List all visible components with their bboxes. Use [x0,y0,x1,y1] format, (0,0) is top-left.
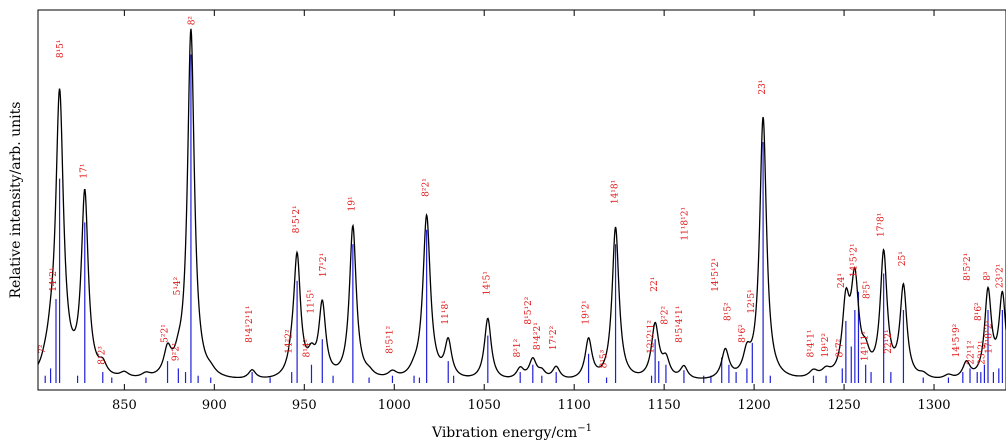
peak-label: 17¹8¹2¹ [985,320,995,354]
plot-frame [37,9,1006,391]
x-tick-label: 1000 [378,398,411,413]
peak-label: 8¹5³ [600,349,610,368]
x-tick-label: 850 [112,398,137,413]
peak-label: 17¹2² [549,325,559,350]
peak-label: 11¹5¹ [306,289,316,313]
peak-label: 7² [38,344,48,354]
peak-label: 22¹1² [967,340,977,365]
peak-label: 24¹ [837,273,847,288]
x-tick-label: 1250 [828,398,861,413]
peak-label: 25¹ [898,251,908,266]
peak-label: 8¹6² [738,324,748,343]
peak-label: 8²2¹ [421,178,431,197]
peak-label: 8¹4¹2¹1¹ [245,306,255,343]
peak-label: 8¹5¹2¹ [292,205,302,233]
peak-label: 8² [188,16,198,26]
peak-label: 5²2¹ [161,324,171,343]
peak-label: 12¹2¹1² [646,320,656,354]
peak-label: 8¹2³ [98,346,108,365]
peak-label: 23¹2¹ [977,340,987,364]
peak-label: 8²1² [513,338,523,357]
peak-label: 8²5¹ [862,280,872,299]
peak-label: 8²2² [661,306,671,325]
peak-label: 19¹ [348,196,358,211]
x-axis-label: Vibration energy/cm−1 [431,423,592,441]
peak-label: 8¹5¹1² [385,325,395,353]
peak-label: 8¹5² [724,302,734,321]
x-tick-label: 1100 [558,398,591,413]
peak-label: 8¹5¹4¹1¹ [675,306,685,343]
peak-label: 14¹2¹ [49,267,59,291]
peak-label: 23¹2¹ [995,264,1005,288]
x-tick-label: 1200 [738,398,771,413]
peak-label: 8¹5¹2² [524,296,534,324]
peak-label: 22¹ [650,277,660,292]
peak-label: 11¹8¹ [441,300,451,324]
peak-label: 17¹ [80,164,90,179]
peak-label: 14¹11¹ [860,331,870,361]
peak-label: 8¹4²2¹ [533,322,543,350]
peak-label: 17¹8¹ [877,213,887,237]
peak-label: 8³ [983,271,993,281]
peak-label: 8¹6² [974,302,984,321]
peak-label: 12¹5¹ [747,289,757,313]
peak-label: 5¹4² [173,276,183,295]
x-tick-label: 950 [292,398,317,413]
x-tick-label: 1300 [917,398,950,413]
peak-label: 22¹2¹ [884,329,894,353]
peak-label: 8¹7² [835,338,845,357]
peak-label: 14¹5¹2¹ [711,258,721,292]
x-axis: 850 900 950 1000 1050 1100 1150 1200 1250 1300 [112,10,951,413]
stick-spectrum [44,54,1004,383]
peak-label: 17¹2¹ [319,253,329,277]
peak-label: 23¹ [758,80,768,95]
peak-label: 19¹2² [821,333,831,358]
peak-label: 8¹4² [303,338,313,357]
peak-label: 19¹2¹ [582,300,592,324]
peak-label: 14²2² [285,329,295,354]
y-axis-label: Relative intensity/arb. units [8,102,24,299]
x-tick-label: 900 [202,398,227,413]
peak-label: 8¹4¹1¹ [806,329,816,357]
peak-label: 14¹5¹9² [952,323,962,357]
peak-label: 8¹5¹ [56,39,66,58]
peak-label: 11¹8¹2¹ [681,207,691,241]
x-tick-label: 1150 [648,398,681,413]
peak-label: 14¹5¹ [483,271,493,295]
spectrum-line [37,28,1006,379]
peak-label: 9²2¹ [171,342,181,361]
x-tick-label: 1050 [468,398,501,413]
peak-label: 8¹5²2¹ [963,253,973,281]
peak-label: 14¹8¹ [610,180,620,204]
x-axis-label-unit-exponent: −1 [577,423,592,434]
peak-label: 14¹5¹2¹ [850,243,860,277]
